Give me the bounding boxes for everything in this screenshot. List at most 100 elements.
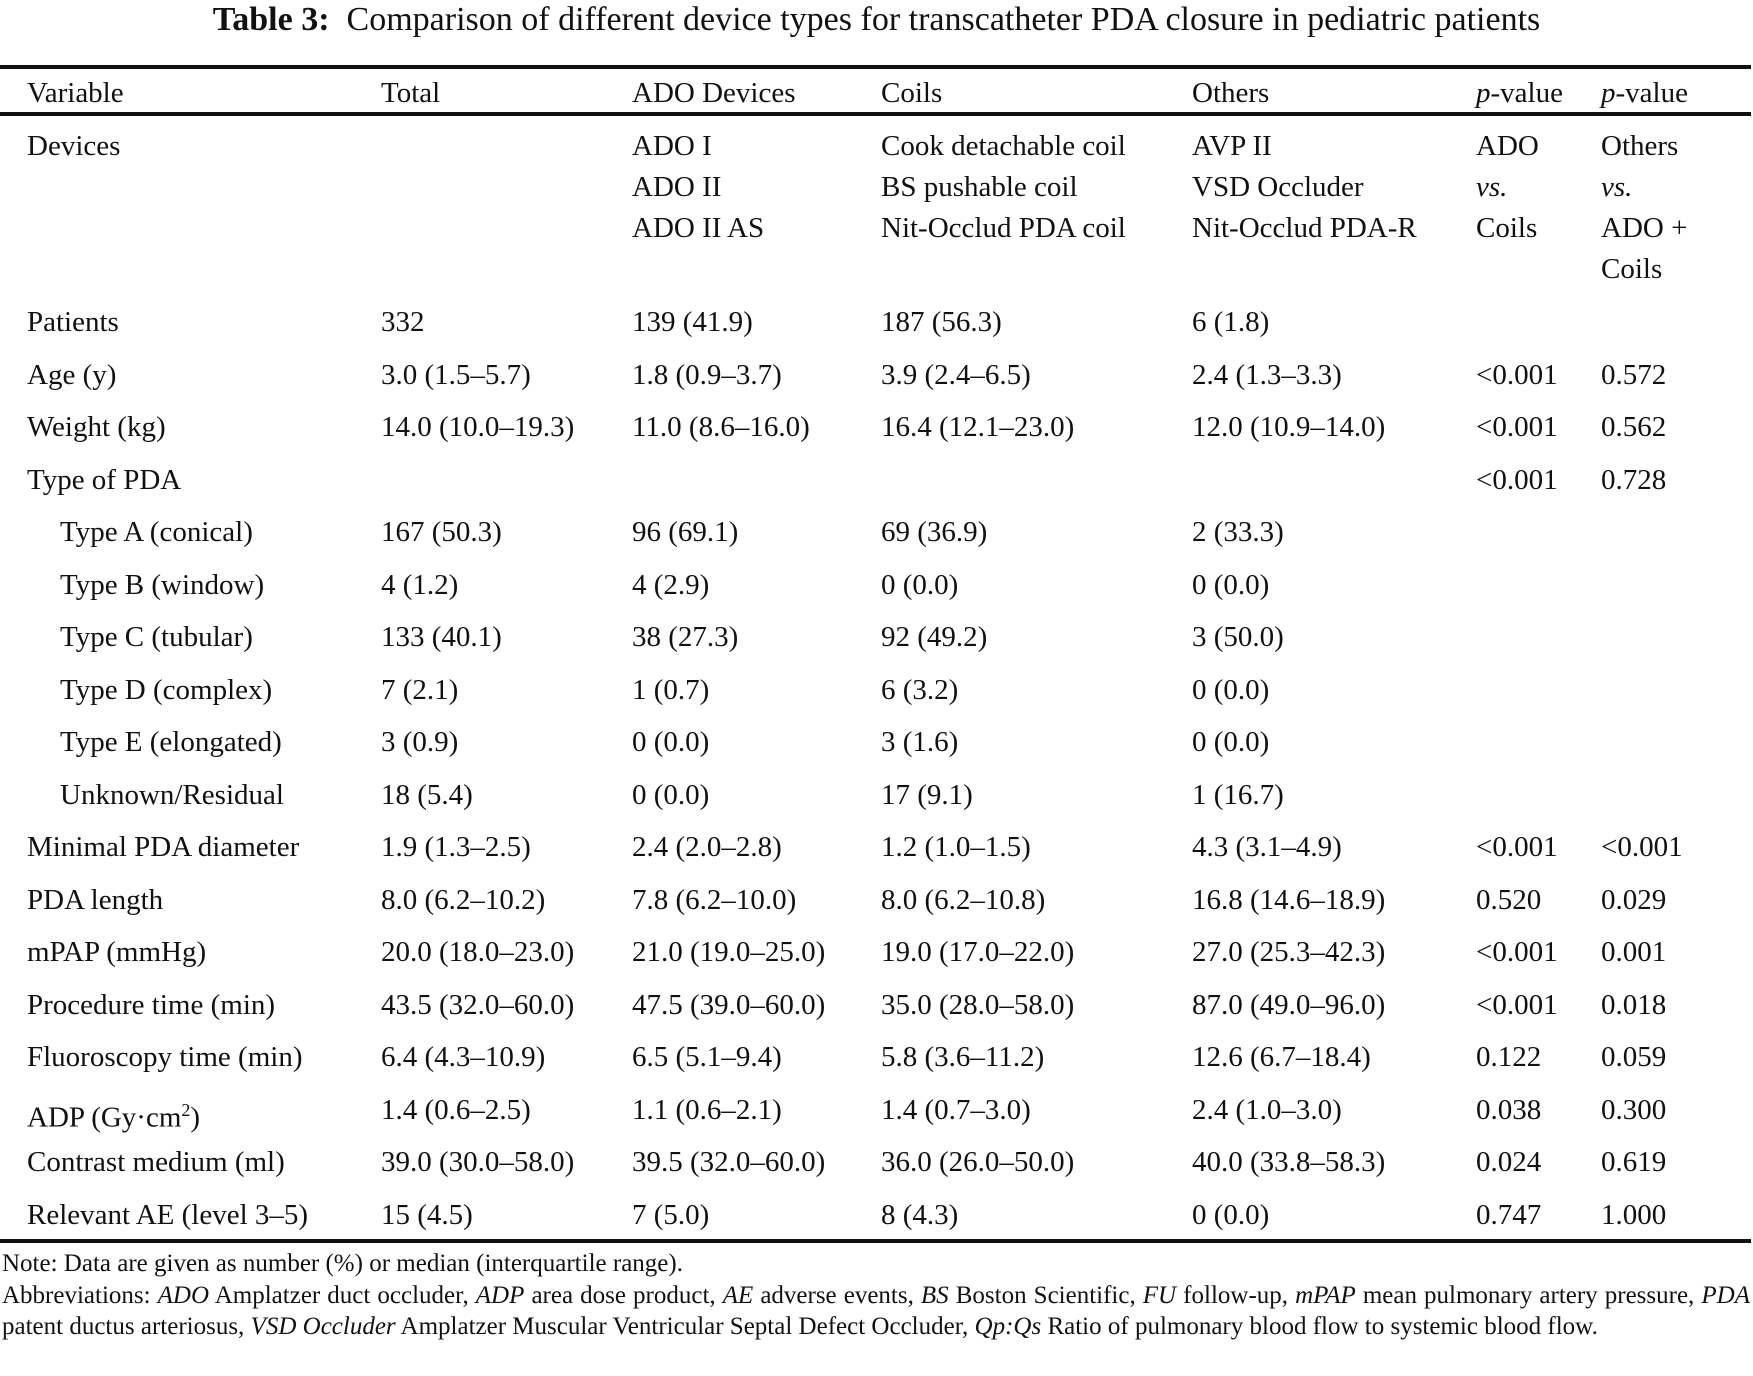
row-variable: Contrast medium (ml) bbox=[27, 1145, 285, 1179]
table-cell: 35.0 (28.0–58.0) bbox=[881, 988, 1075, 1021]
table-cell: <0.001 bbox=[1476, 831, 1558, 863]
superscript: 2 bbox=[181, 1099, 191, 1120]
table-cell: 12.6 (6.7–18.4) bbox=[1192, 1041, 1371, 1073]
devices-label: Devices bbox=[27, 130, 121, 162]
table-cell: 92 (49.2) bbox=[881, 621, 988, 653]
variable-text: Fluoroscopy time (min) bbox=[27, 1041, 303, 1073]
column-header-text: Total bbox=[381, 77, 441, 109]
variable-text: Weight (kg) bbox=[27, 411, 166, 443]
abbreviation-text: Abbreviations: bbox=[2, 1282, 158, 1309]
column-header-text: Variable bbox=[27, 77, 124, 109]
table-cell: 8 (4.3) bbox=[881, 1198, 959, 1231]
device-item: BS pushable coil bbox=[881, 171, 1078, 203]
table-cell: 0 (0.0) bbox=[632, 778, 710, 811]
table-cell: 2 (33.3) bbox=[1192, 516, 1284, 548]
device-item: ADO bbox=[1476, 130, 1539, 162]
table-cell: 0.029 bbox=[1601, 883, 1667, 916]
table-caption: Comparison of different device types for… bbox=[346, 1, 1541, 38]
bottom-rule bbox=[0, 1239, 1751, 1243]
device-item: Nit-Occlud PDA-R bbox=[1192, 212, 1417, 244]
table-cell: 133 (40.1) bbox=[381, 621, 502, 653]
table-cell: 21.0 (19.0–25.0) bbox=[632, 936, 826, 968]
table-cell: 17 (9.1) bbox=[881, 778, 973, 811]
table-cell: 0 (0.0) bbox=[881, 568, 959, 601]
table-cell: 38 (27.3) bbox=[632, 621, 739, 653]
table-cell: 16.8 (14.6–18.9) bbox=[1192, 883, 1386, 916]
table-cell: 2.4 (1.0–3.0) bbox=[1192, 1093, 1342, 1126]
table-cell: 6.4 (4.3–10.9) bbox=[381, 1041, 546, 1073]
abbreviation-term: mPAP bbox=[1295, 1282, 1356, 1309]
abbreviation-term: FU bbox=[1142, 1282, 1177, 1309]
abbreviation-text: area dose product, bbox=[524, 1282, 723, 1309]
table-cell: 0.122 bbox=[1476, 1041, 1542, 1073]
variable-text: Minimal PDA diameter bbox=[27, 831, 300, 863]
variable-text-end: ) bbox=[190, 1101, 201, 1134]
device-item: ADO I bbox=[632, 130, 712, 162]
device-item: vs. bbox=[1476, 171, 1508, 203]
table-cell: 0.572 bbox=[1601, 358, 1667, 391]
row-variable: Fluoroscopy time (min) bbox=[27, 1040, 302, 1074]
row-variable: Patients bbox=[27, 305, 119, 339]
table-cell: 3.9 (2.4–6.5) bbox=[881, 358, 1031, 391]
table-cell: 19.0 (17.0–22.0) bbox=[881, 936, 1075, 968]
table-cell: <0.001 bbox=[1476, 463, 1558, 496]
table-cell: 1 (0.7) bbox=[632, 673, 710, 706]
abbreviation-term: BS bbox=[920, 1282, 949, 1309]
row-variable: Type E (elongated) bbox=[60, 725, 282, 759]
device-item: ADO II AS bbox=[632, 212, 765, 244]
row-variable: Type D (complex) bbox=[60, 673, 272, 707]
column-header: p-value bbox=[1601, 76, 1688, 110]
table-cell: 36.0 (26.0–50.0) bbox=[881, 1146, 1075, 1178]
variable-text: Relevant AE (level 3–5) bbox=[27, 1198, 309, 1231]
row-variable: mPAP (mmHg) bbox=[27, 935, 206, 969]
device-item: Coils bbox=[1476, 212, 1538, 244]
table-cell: <0.001 bbox=[1476, 358, 1558, 391]
p-symbol: p bbox=[1476, 77, 1491, 109]
table-cell: 40.0 (33.8–58.3) bbox=[1192, 1146, 1386, 1178]
table-cell: <0.001 bbox=[1476, 411, 1558, 443]
table-cell: 0.619 bbox=[1601, 1146, 1667, 1178]
row-variable: Minimal PDA diameter bbox=[27, 830, 299, 864]
table-cell: 14.0 (10.0–19.3) bbox=[381, 411, 575, 443]
table-cell: 43.5 (32.0–60.0) bbox=[381, 988, 575, 1021]
table-cell: 3 (0.9) bbox=[381, 726, 459, 758]
table-cell: 139 (41.9) bbox=[632, 306, 753, 338]
table-cell: 4.3 (3.1–4.9) bbox=[1192, 831, 1342, 863]
table-cell: 0.728 bbox=[1601, 463, 1667, 496]
table-cell: 4 (2.9) bbox=[632, 568, 710, 601]
device-item: AVP II bbox=[1192, 130, 1272, 162]
row-variable: Type C (tubular) bbox=[60, 620, 253, 654]
table-cell: 8.0 (6.2–10.2) bbox=[381, 883, 546, 916]
table-cell: 0.001 bbox=[1601, 936, 1667, 968]
header-rule bbox=[0, 112, 1751, 116]
row-variable: Type B (window) bbox=[60, 568, 264, 602]
variable-text: Type B (window) bbox=[60, 568, 265, 601]
abbreviation-text: mean pulmonary artery pressure, bbox=[1355, 1282, 1702, 1309]
table-cell: 69 (36.9) bbox=[881, 516, 988, 548]
abbreviation-term: ADO bbox=[157, 1282, 210, 1309]
top-rule bbox=[0, 65, 1751, 69]
abbreviation-term: VSD Occluder bbox=[250, 1313, 396, 1340]
abbreviation-text: Amplatzer Muscular Ventricular Septal De… bbox=[395, 1313, 975, 1340]
device-item: Others bbox=[1601, 130, 1679, 162]
column-header-text: -value bbox=[1615, 77, 1688, 109]
table-cell: 0 (0.0) bbox=[632, 726, 710, 758]
table-cell: 1.4 (0.6–2.5) bbox=[381, 1093, 531, 1126]
column-header-text: ADO Devices bbox=[632, 77, 796, 109]
column-header: Others bbox=[1192, 76, 1269, 110]
table-cell: 0.024 bbox=[1476, 1146, 1542, 1178]
column-header: Total bbox=[381, 76, 440, 110]
variable-text: Contrast medium (ml) bbox=[27, 1146, 285, 1178]
table-cell: 8.0 (6.2–10.8) bbox=[881, 883, 1046, 916]
variable-text: Age (y) bbox=[27, 358, 117, 391]
table-cell: 18 (5.4) bbox=[381, 778, 473, 811]
table-cell: 7 (5.0) bbox=[632, 1198, 710, 1231]
variable-text: Type A (conical) bbox=[60, 516, 253, 548]
table-cell: <0.001 bbox=[1601, 831, 1683, 863]
row-variable: Type of PDA bbox=[27, 463, 181, 497]
table-cell: 0.562 bbox=[1601, 411, 1667, 443]
table-cell: 332 bbox=[381, 306, 425, 338]
column-header: Coils bbox=[881, 76, 942, 110]
table-cell: 0.300 bbox=[1601, 1093, 1667, 1126]
variable-text: Type E (elongated) bbox=[60, 726, 282, 758]
